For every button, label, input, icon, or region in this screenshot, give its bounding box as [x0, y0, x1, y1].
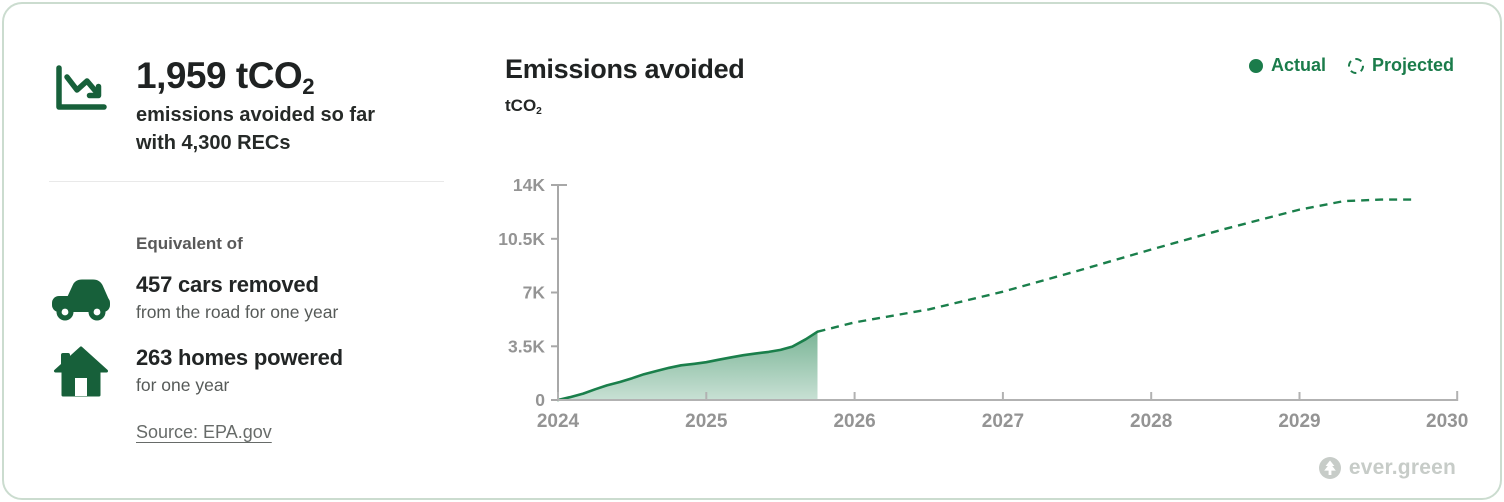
x-tick-label: 2030 — [1426, 411, 1468, 432]
chart-title: Emissions avoided — [505, 54, 745, 84]
house-icon — [52, 344, 110, 402]
actual-dot-icon — [1248, 58, 1263, 73]
headline-subscript: 2 — [302, 74, 315, 100]
chart-subtitle: tCO2 — [505, 96, 542, 117]
legend-label-actual: Actual — [1270, 55, 1326, 75]
homes-equivalent-subtitle: for one year — [136, 375, 230, 395]
chart-svg: 0 3.5K 7K 10.5K 14K 2024 2025 2026 2027 2028 2029 2… — [498, 175, 1468, 432]
cars-equivalent-subtitle: from the road for one year — [136, 302, 339, 322]
x-tick-label: 2025 — [685, 411, 728, 432]
equivalent-of-label: Equivalent of — [136, 234, 243, 253]
x-tick-label: 2024 — [537, 411, 580, 432]
y-axis-line — [557, 184, 567, 401]
source-link[interactable]: Source: EPA.gov — [136, 422, 272, 442]
legend-item-projected[interactable]: Projected — [1347, 55, 1454, 76]
headline-description-line1: emissions avoided so far — [136, 104, 375, 126]
chart-subtitle-subscript: 2 — [536, 105, 542, 117]
projected-dashed-circle-icon — [1347, 57, 1364, 74]
legend-label-projected: Projected — [1371, 55, 1454, 75]
evergreen-logo-text: ever.green — [1348, 456, 1456, 479]
y-tick-label: 7K — [523, 283, 546, 303]
y-tick-label: 0 — [535, 390, 545, 410]
y-tick-label: 3.5K — [508, 336, 545, 356]
homes-equivalent-title: 263 homes powered — [136, 345, 343, 370]
evergreen-logo-icon — [1318, 456, 1342, 480]
chart-legend: Actual Projected — [1248, 55, 1454, 76]
projected-line — [817, 198, 1416, 333]
x-axis-line — [558, 391, 1459, 401]
x-tick-label: 2026 — [833, 411, 875, 432]
y-tick-label: 10.5K — [498, 229, 545, 249]
legend-item-actual[interactable]: Actual — [1248, 55, 1326, 76]
y-tick-label: 14K — [513, 175, 545, 195]
actual-line — [556, 330, 819, 402]
x-tick-label: 2027 — [982, 411, 1024, 432]
emissions-chart-plot: 0 3.5K 7K 10.5K 14K 2024 2025 2026 2027 2028 2029 2… — [482, 152, 1492, 452]
evergreen-brand: ever.green — [1318, 456, 1456, 480]
headline-value: 1,959 tCO2 — [136, 55, 315, 100]
divider — [49, 181, 444, 182]
cars-equivalent-title: 457 cars removed — [136, 272, 319, 297]
headline-description: emissions avoided so far with 4,300 RECs — [136, 101, 375, 157]
car-icon — [48, 271, 114, 323]
trend-down-chart-icon — [50, 62, 110, 116]
headline-description-line2: with 4,300 RECs — [136, 132, 291, 154]
x-tick-label: 2028 — [1130, 411, 1172, 432]
x-tick-label: 2029 — [1278, 411, 1320, 432]
